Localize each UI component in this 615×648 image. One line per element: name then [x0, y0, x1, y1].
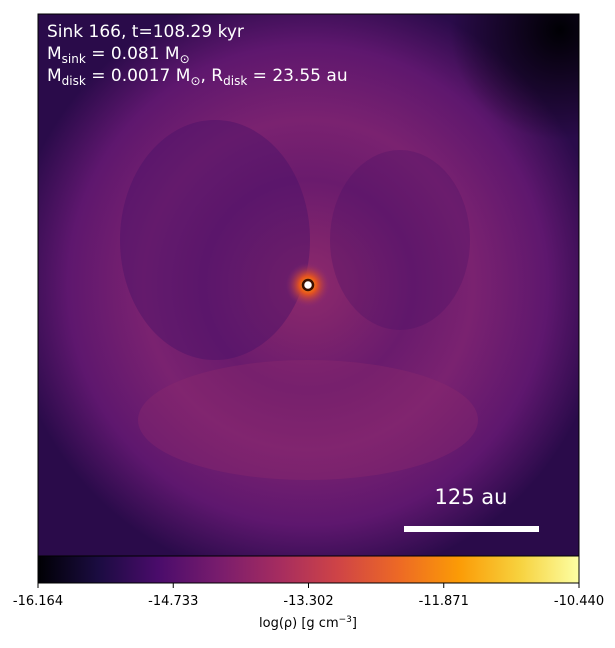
- colorbar: [37, 555, 580, 584]
- annotation-text: = 23.55 au: [247, 66, 347, 86]
- superscript: −3: [339, 615, 352, 625]
- subscript: disk: [62, 74, 86, 88]
- annotation-text: M: [47, 44, 62, 64]
- annotation-text: = 0.081 M: [86, 44, 180, 64]
- annotation-line: Sink 166, t=108.29 kyr: [47, 22, 244, 42]
- tick-label: -16.164: [13, 594, 63, 609]
- subscript: disk: [223, 74, 247, 88]
- density-image: [37, 13, 580, 557]
- annotation-text: , R: [201, 66, 224, 86]
- subscript: ⊙: [190, 74, 200, 88]
- tick-label: -10.440: [554, 594, 604, 609]
- tick-label: -13.302: [283, 594, 333, 609]
- label-text: log(ρ) [g cm: [259, 616, 339, 631]
- annotation-text: = 0.0017 M: [86, 66, 191, 86]
- label-text: ]: [352, 616, 357, 631]
- annotation: Sink 166, t=108.29 kyr Msink = 0.081 M⊙ Md…: [47, 22, 348, 88]
- tick-label: -14.733: [148, 594, 198, 609]
- annotation-text: M: [47, 66, 62, 86]
- subscript: ⊙: [180, 52, 190, 66]
- subscript: sink: [62, 52, 86, 66]
- colorbar-label: log(ρ) [g cm−3]: [259, 615, 357, 631]
- scale-bar-label: 125 au: [435, 485, 508, 509]
- tick-label: -11.871: [419, 594, 469, 609]
